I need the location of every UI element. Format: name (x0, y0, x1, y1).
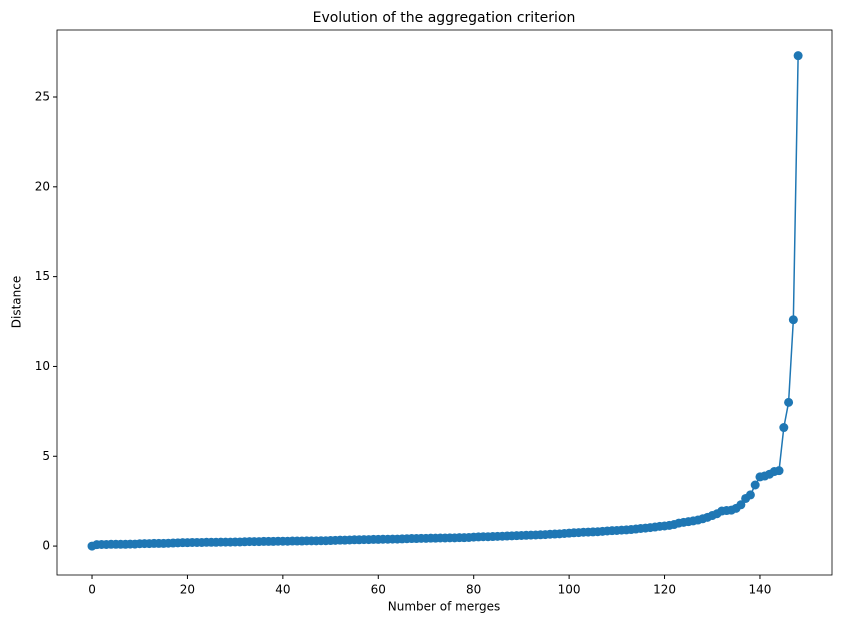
chart-title: Evolution of the aggregation criterion (313, 10, 576, 26)
y-tick-label: 10 (35, 359, 50, 373)
data-point (745, 490, 755, 500)
x-tick-label: 80 (466, 583, 481, 597)
x-tick-label: 60 (371, 583, 386, 597)
data-line (91, 55, 799, 547)
data-point (793, 51, 803, 61)
data-point (779, 423, 789, 433)
data-point (774, 466, 784, 476)
x-tick-label: 40 (275, 583, 290, 597)
data-point (788, 315, 798, 325)
y-axis-label: Distance (10, 276, 24, 328)
x-tick-label: 0 (88, 583, 96, 597)
x-tick-label: 100 (558, 583, 581, 597)
x-axis-label: Number of merges (388, 600, 500, 614)
data-point (736, 500, 746, 510)
y-tick-label: 5 (42, 449, 50, 463)
x-tick-label: 20 (180, 583, 195, 597)
plot-frame (56, 29, 833, 576)
y-tick-label: 0 (42, 539, 50, 553)
data-point (784, 397, 794, 407)
data-point (750, 480, 760, 490)
x-tick-label: 140 (749, 583, 772, 597)
y-tick-label: 15 (35, 269, 50, 283)
y-tick-label: 20 (35, 179, 50, 193)
y-tick-label: 25 (35, 90, 50, 104)
x-tick-label: 120 (653, 583, 676, 597)
